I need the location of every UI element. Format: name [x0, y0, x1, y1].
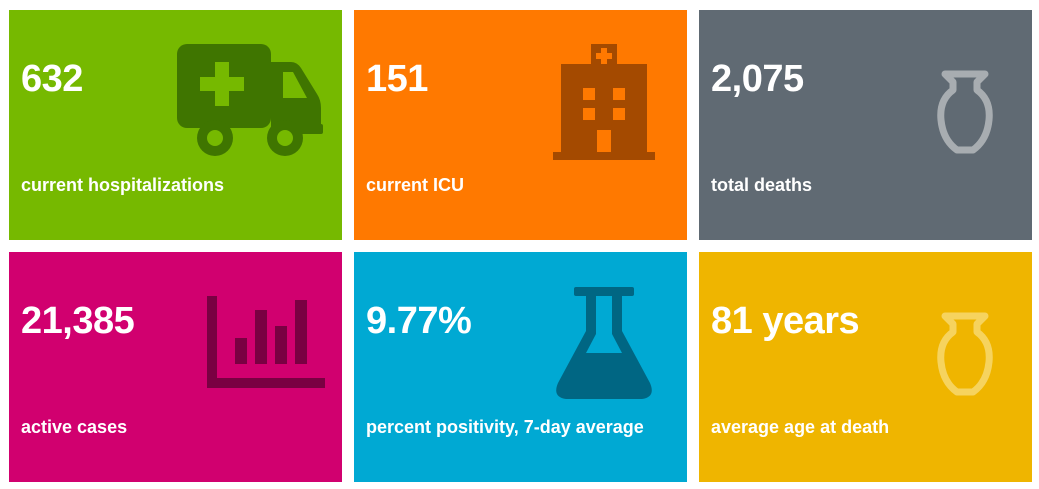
stat-tile-positivity: 9.77% percent positivity, 7-day average: [354, 252, 687, 482]
bar-chart-icon: [207, 296, 325, 388]
stat-value: 632: [21, 58, 83, 100]
stat-value: 2,075: [711, 58, 804, 100]
stat-value: 81 years: [711, 300, 860, 342]
stat-value: 21,385: [21, 300, 135, 342]
stat-label: percent positivity, 7-day average: [366, 417, 644, 437]
stat-label: average age at death: [711, 417, 890, 437]
stat-label: active cases: [21, 417, 128, 437]
flask-icon: [556, 287, 652, 399]
stat-tile-active-cases: 21,385 active cases: [9, 252, 342, 482]
stat-tile-deaths: 2,075 total deaths: [699, 10, 1032, 240]
stat-label: total deaths: [711, 175, 813, 195]
stat-tile-average-age: 81 years average age at death: [699, 252, 1032, 482]
stat-label: current ICU: [366, 175, 465, 195]
stat-value: 151: [366, 58, 428, 100]
urn-icon: [937, 312, 993, 396]
ambulance-icon: [177, 44, 323, 156]
hospital-icon: [553, 44, 655, 160]
stat-value: 9.77%: [366, 300, 472, 342]
stat-label: current hospitalizations: [21, 175, 225, 195]
stat-tile-hospitalizations: 632 current hospitalizations: [9, 10, 342, 240]
urn-icon: [937, 70, 993, 154]
stat-tile-icu: 151 current ICU: [354, 10, 687, 240]
